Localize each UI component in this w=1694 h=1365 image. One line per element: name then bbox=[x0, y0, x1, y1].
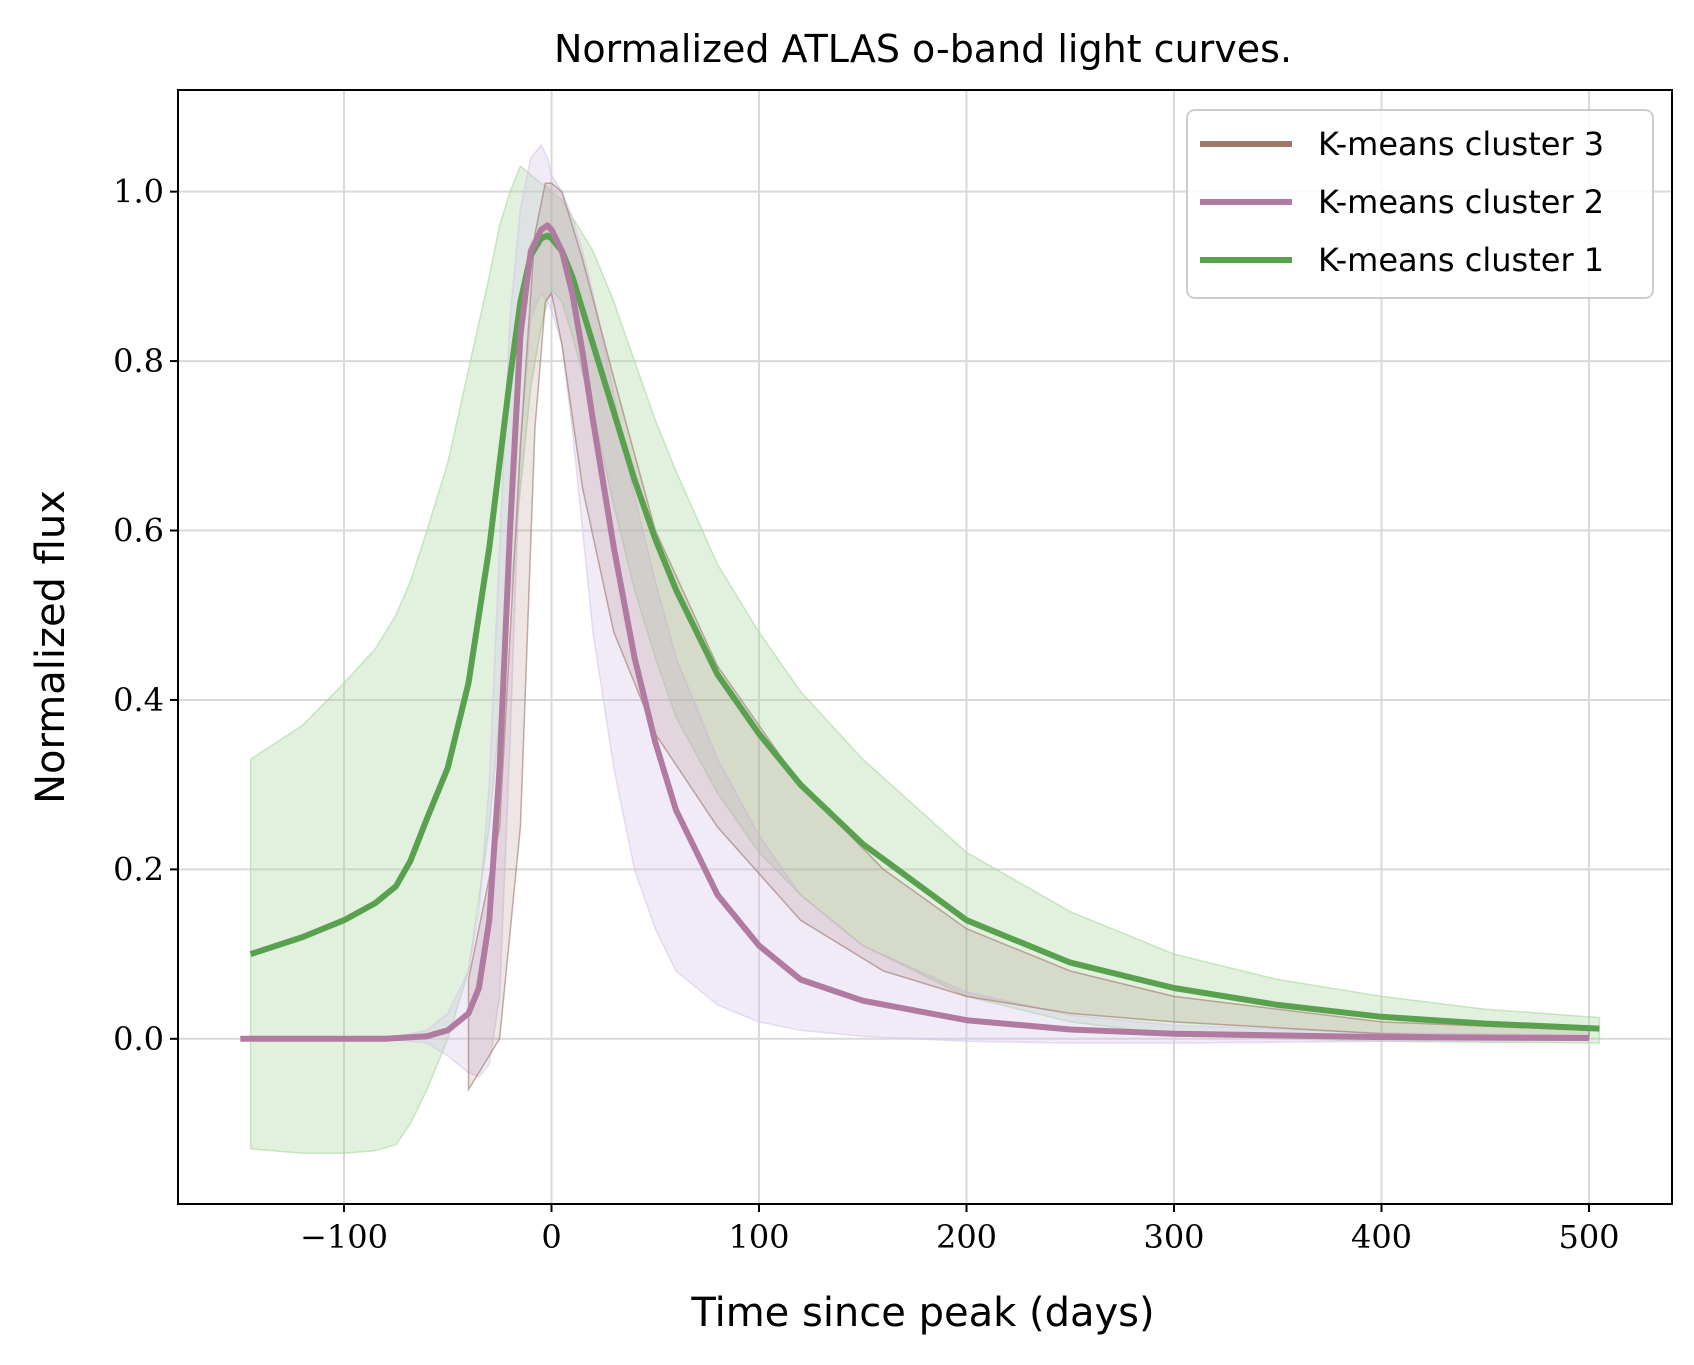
y-tick-label-4: 0.8 bbox=[113, 342, 164, 380]
y-tick-label-5: 1.0 bbox=[113, 173, 164, 211]
y-tick-label-3: 0.6 bbox=[113, 512, 164, 550]
x-tick-label-4: 300 bbox=[1143, 1218, 1204, 1256]
x-axis-label: Time since peak (days) bbox=[690, 1290, 1154, 1336]
chart-title: Normalized ATLAS o-band light curves. bbox=[554, 27, 1292, 71]
legend: K-means cluster 3 K-means cluster 2 K-mean… bbox=[1186, 109, 1654, 299]
legend-label-3: K-means cluster 1 bbox=[1318, 241, 1604, 279]
line-series-2 bbox=[240, 222, 1590, 1042]
x-axis-ticks: −100 0 100 200 300 400 500 bbox=[300, 1204, 1620, 1256]
x-tick-label-1: 0 bbox=[541, 1218, 561, 1256]
x-tick-label-6: 500 bbox=[1558, 1218, 1619, 1256]
y-tick-label-1: 0.2 bbox=[113, 850, 164, 888]
plot-frame bbox=[177, 89, 1673, 1205]
y-tick-label-2: 0.4 bbox=[113, 681, 164, 719]
y-axis-label: Normalized flux bbox=[28, 490, 74, 804]
x-tick-label-3: 200 bbox=[936, 1218, 997, 1256]
x-tick-label-0: −100 bbox=[300, 1218, 388, 1256]
y-tick-label-0: 0.0 bbox=[113, 1020, 164, 1058]
x-tick-label-2: 100 bbox=[728, 1218, 789, 1256]
x-tick-label-5: 400 bbox=[1351, 1218, 1412, 1256]
band-series-1 bbox=[467, 182, 1590, 1093]
y-axis-ticks: 0.0 0.2 0.4 0.6 0.8 1.0 bbox=[113, 173, 178, 1058]
legend-box bbox=[1186, 109, 1654, 299]
legend-label-1: K-means cluster 3 bbox=[1318, 125, 1604, 163]
legend-label-2: K-means cluster 2 bbox=[1318, 183, 1604, 221]
series-lines bbox=[240, 222, 1600, 1042]
